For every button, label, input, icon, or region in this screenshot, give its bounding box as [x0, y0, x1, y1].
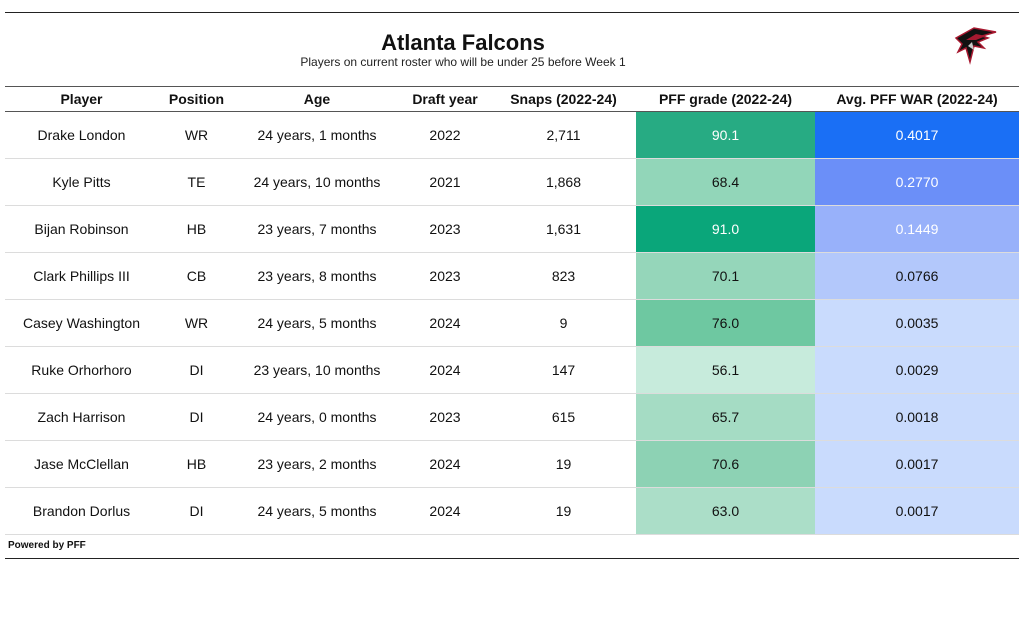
- cell-pff-grade: 65.7: [636, 393, 815, 441]
- cell-player: Clark Phillips III: [5, 252, 158, 300]
- table-row: Kyle Pitts TE 24 years, 10 months 2021 1,868…: [5, 158, 1019, 206]
- footer-credit: Powered by PFF: [8, 540, 86, 551]
- table-row: Drake London WR 24 years, 1 months 2022 2,71…: [5, 111, 1019, 159]
- cell-age: 23 years, 8 months: [235, 252, 399, 300]
- header-position: Position: [158, 86, 235, 112]
- cell-position: DI: [158, 487, 235, 535]
- table-row: Zach Harrison DI 24 years, 0 months 2023 615…: [5, 393, 1019, 441]
- cell-position: DI: [158, 346, 235, 394]
- cell-player: Kyle Pitts: [5, 158, 158, 206]
- cell-age: 24 years, 0 months: [235, 393, 399, 441]
- cell-player: Brandon Dorlus: [5, 487, 158, 535]
- cell-age: 24 years, 1 months: [235, 111, 399, 159]
- cell-avg-war: 0.0018: [815, 393, 1019, 441]
- cell-pff-grade: 56.1: [636, 346, 815, 394]
- header-snaps: Snaps (2022-24): [491, 86, 636, 112]
- cell-avg-war: 0.0766: [815, 252, 1019, 300]
- cell-age: 24 years, 5 months: [235, 487, 399, 535]
- cell-player: Ruke Orhorhoro: [5, 346, 158, 394]
- cell-position: WR: [158, 111, 235, 159]
- table-row: Ruke Orhorhoro DI 23 years, 10 months 2024 1…: [5, 346, 1019, 394]
- cell-player: Drake London: [5, 111, 158, 159]
- cell-snaps: 19: [491, 487, 636, 535]
- cell-draft-year: 2024: [399, 299, 491, 347]
- cell-draft-year: 2024: [399, 440, 491, 488]
- cell-avg-war: 0.0035: [815, 299, 1019, 347]
- cell-draft-year: 2024: [399, 487, 491, 535]
- table-row: Brandon Dorlus DI 24 years, 5 months 2024 19…: [5, 487, 1019, 535]
- players-table: Player Position Age Draft year Snaps (2022-2…: [5, 86, 1019, 535]
- cell-player: Casey Washington: [5, 299, 158, 347]
- cell-avg-war: 0.0029: [815, 346, 1019, 394]
- cell-age: 24 years, 5 months: [235, 299, 399, 347]
- cell-position: TE: [158, 158, 235, 206]
- page-title: Atlanta Falcons: [381, 30, 545, 55]
- table-row: Bijan Robinson HB 23 years, 7 months 2023 1,…: [5, 205, 1019, 253]
- cell-pff-grade: 70.1: [636, 252, 815, 300]
- cell-position: CB: [158, 252, 235, 300]
- cell-snaps: 19: [491, 440, 636, 488]
- cell-avg-war: 0.4017: [815, 111, 1019, 159]
- cell-draft-year: 2023: [399, 393, 491, 441]
- header-pff-grade: PFF grade (2022-24): [636, 86, 815, 112]
- cell-avg-war: 0.0017: [815, 487, 1019, 535]
- cell-pff-grade: 91.0: [636, 205, 815, 253]
- cell-position: HB: [158, 205, 235, 253]
- cell-snaps: 1,868: [491, 158, 636, 206]
- cell-player: Zach Harrison: [5, 393, 158, 441]
- cell-draft-year: 2021: [399, 158, 491, 206]
- cell-position: HB: [158, 440, 235, 488]
- cell-draft-year: 2023: [399, 205, 491, 253]
- cell-draft-year: 2022: [399, 111, 491, 159]
- cell-snaps: 615: [491, 393, 636, 441]
- cell-age: 24 years, 10 months: [235, 158, 399, 206]
- header-draft-year: Draft year: [399, 86, 491, 112]
- cell-position: DI: [158, 393, 235, 441]
- page-subtitle: Players on current roster who will be un…: [300, 55, 626, 69]
- cell-avg-war: 0.0017: [815, 440, 1019, 488]
- header-avg-war: Avg. PFF WAR (2022-24): [815, 86, 1019, 112]
- cell-position: WR: [158, 299, 235, 347]
- top-rule: [5, 12, 1019, 13]
- cell-player: Bijan Robinson: [5, 205, 158, 253]
- cell-age: 23 years, 2 months: [235, 440, 399, 488]
- table-row: Jase McClellan HB 23 years, 2 months 2024 19…: [5, 440, 1019, 488]
- header-age: Age: [235, 86, 399, 112]
- cell-pff-grade: 76.0: [636, 299, 815, 347]
- cell-age: 23 years, 7 months: [235, 205, 399, 253]
- table-header-row: Player Position Age Draft year Snaps (2022-2…: [5, 86, 1019, 112]
- cell-avg-war: 0.2770: [815, 158, 1019, 206]
- bottom-rule: [5, 558, 1019, 559]
- table-row: Clark Phillips III CB 23 years, 8 months 20…: [5, 252, 1019, 300]
- cell-pff-grade: 63.0: [636, 487, 815, 535]
- cell-snaps: 823: [491, 252, 636, 300]
- cell-draft-year: 2023: [399, 252, 491, 300]
- cell-snaps: 9: [491, 299, 636, 347]
- cell-pff-grade: 90.1: [636, 111, 815, 159]
- cell-player: Jase McClellan: [5, 440, 158, 488]
- cell-snaps: 2,711: [491, 111, 636, 159]
- header-player: Player: [5, 86, 158, 112]
- cell-pff-grade: 68.4: [636, 158, 815, 206]
- cell-draft-year: 2024: [399, 346, 491, 394]
- cell-snaps: 1,631: [491, 205, 636, 253]
- cell-age: 23 years, 10 months: [235, 346, 399, 394]
- cell-snaps: 147: [491, 346, 636, 394]
- cell-avg-war: 0.1449: [815, 205, 1019, 253]
- falcons-logo-icon: [954, 27, 997, 65]
- table-row: Casey Washington WR 24 years, 5 months 2024…: [5, 299, 1019, 347]
- cell-pff-grade: 70.6: [636, 440, 815, 488]
